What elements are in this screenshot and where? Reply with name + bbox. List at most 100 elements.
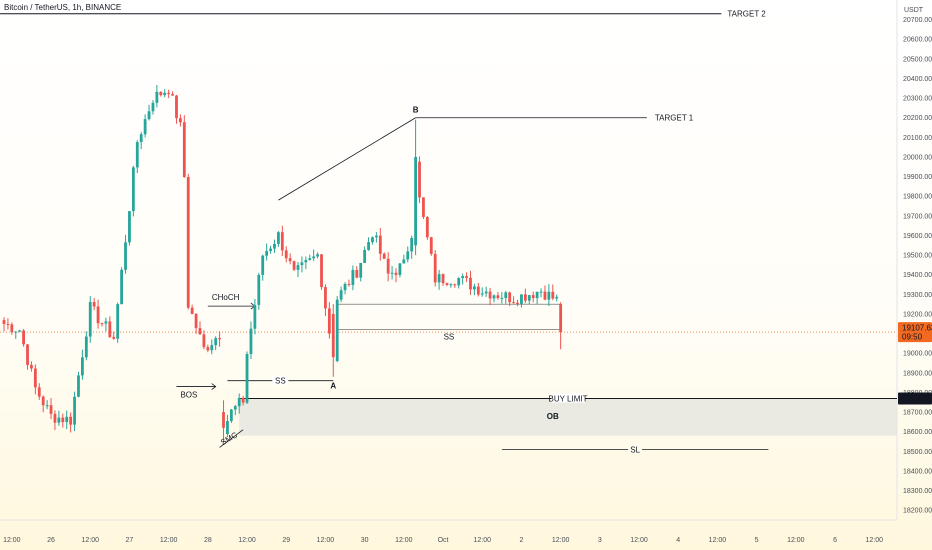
candle <box>128 210 131 246</box>
candle <box>312 249 316 261</box>
point-b-label: B <box>413 106 419 115</box>
candle <box>461 273 465 285</box>
chart-title: Bitcoin / TetherUS, 1h, BINANCE <box>4 3 122 12</box>
candle <box>559 302 563 350</box>
candle <box>49 398 53 420</box>
x-tick-label: 2 <box>519 537 523 544</box>
current-price-countdown: 09:50 <box>902 333 923 342</box>
candle-body <box>194 313 198 329</box>
y-tick-label: 19000.00 <box>903 351 932 358</box>
candle <box>425 216 429 240</box>
candle-body <box>49 405 53 414</box>
candle-body <box>175 95 178 119</box>
candle-body <box>504 292 508 299</box>
candle <box>179 114 182 127</box>
candle <box>382 252 386 259</box>
y-tick-label: 20400.00 <box>903 76 932 83</box>
y-tick-label: 20200.00 <box>903 115 932 122</box>
candle <box>229 408 233 423</box>
candle-body <box>218 338 221 340</box>
candle <box>429 236 433 256</box>
candle-body <box>406 251 410 260</box>
candle <box>175 94 178 124</box>
x-tick-label: 12:00 <box>3 537 21 544</box>
x-tick-label: 28 <box>204 537 212 544</box>
candle-body <box>159 91 163 96</box>
candle <box>143 114 147 138</box>
candle-body <box>288 258 292 262</box>
candle <box>433 249 437 287</box>
x-tick-label: 29 <box>282 537 290 544</box>
candle-body <box>320 254 323 288</box>
candle <box>100 322 104 327</box>
candle-body <box>539 291 543 293</box>
candle <box>182 115 186 178</box>
candle-body <box>347 283 351 285</box>
candle <box>155 84 159 108</box>
candle <box>253 298 257 335</box>
candle <box>453 283 457 288</box>
ob-zone <box>239 398 897 436</box>
candle <box>418 156 421 203</box>
candle-body <box>139 134 143 143</box>
candle-body <box>480 293 484 295</box>
candle-body <box>371 237 374 243</box>
candle-body <box>414 156 417 246</box>
candle <box>457 277 461 289</box>
x-tick-label: 12:00 <box>630 537 648 544</box>
buy-limit-price-value: 18768.92 <box>902 395 932 404</box>
y-tick-label: 19700.00 <box>903 213 932 220</box>
candle-body <box>81 357 84 376</box>
candle-body <box>547 291 551 300</box>
candle <box>265 243 269 261</box>
candle <box>194 312 198 334</box>
candle <box>57 410 61 426</box>
y-tick-label: 19600.00 <box>903 233 932 240</box>
candle-body <box>296 265 300 270</box>
candle-body <box>378 235 382 254</box>
currency-label: USDT <box>904 7 924 14</box>
candle <box>241 395 245 406</box>
candle <box>445 282 449 287</box>
target2-label: TARGET 2 <box>727 10 766 19</box>
candle-body <box>461 276 465 279</box>
candle-body <box>37 387 41 397</box>
candle-body <box>73 396 76 425</box>
candle <box>508 291 512 306</box>
candle-body <box>520 294 523 304</box>
candle <box>547 284 551 306</box>
candle <box>363 246 367 263</box>
candle <box>512 296 515 304</box>
candle-body <box>249 328 253 354</box>
target1-label: TARGET 1 <box>655 114 694 123</box>
x-tick-label: 6 <box>833 537 837 544</box>
candle-body <box>65 416 69 423</box>
y-tick-label: 18900.00 <box>903 370 932 377</box>
y-tick-label: 19200.00 <box>903 311 932 318</box>
candle <box>296 261 300 278</box>
candle-body <box>41 396 45 406</box>
candle-body <box>10 324 14 333</box>
candle-body <box>535 291 539 299</box>
candle <box>527 294 531 305</box>
candle <box>437 270 441 290</box>
candle-body <box>351 270 355 285</box>
candle <box>406 246 410 263</box>
candle <box>69 412 73 433</box>
candle-body <box>84 336 88 358</box>
candle <box>496 291 500 300</box>
candle <box>449 283 453 288</box>
candle-body <box>516 302 519 304</box>
candle <box>73 391 76 432</box>
candle <box>535 291 539 305</box>
candle <box>210 339 214 355</box>
candle <box>26 343 29 370</box>
candle <box>30 361 33 372</box>
candle-body <box>222 412 225 428</box>
candle <box>245 351 249 405</box>
candle <box>33 364 37 395</box>
smc-label: SMC <box>219 430 239 447</box>
candle-body <box>92 301 96 307</box>
candle <box>284 246 288 263</box>
